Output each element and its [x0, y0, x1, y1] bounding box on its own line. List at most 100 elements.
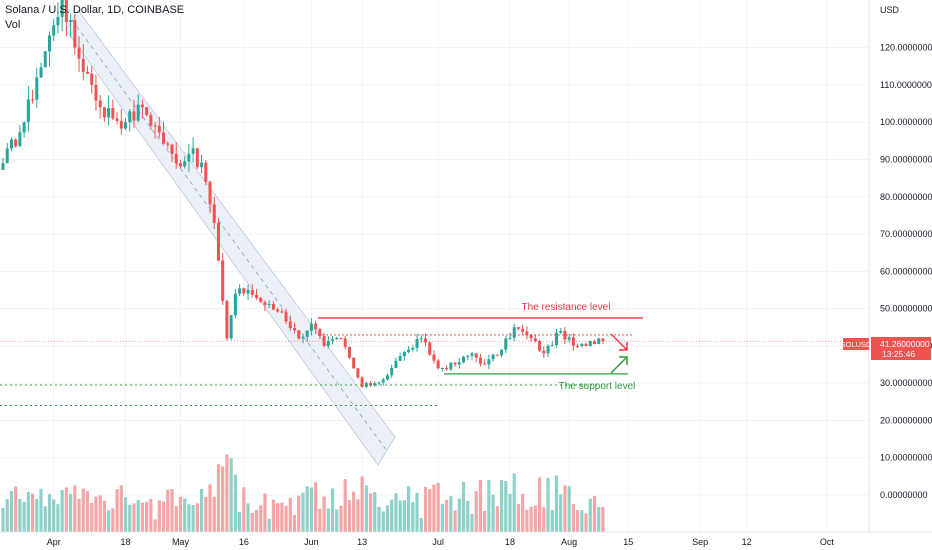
price-candles — [1, 0, 605, 389]
candle-body — [305, 330, 309, 337]
candle-body — [576, 345, 580, 347]
volume-bar — [263, 493, 267, 532]
volume-bar — [136, 500, 140, 532]
price-tag-bg — [871, 337, 931, 360]
candle-body — [436, 360, 440, 369]
volume-bar — [394, 493, 398, 532]
candle-body — [52, 25, 56, 36]
candle-body — [9, 139, 13, 149]
volume-bar — [318, 508, 322, 532]
candle-body — [288, 321, 292, 329]
y-tick-label: 20.00000000 — [880, 415, 932, 425]
volume-bar — [584, 513, 588, 532]
volume-bar — [398, 500, 402, 532]
candle-body — [491, 354, 495, 360]
volume-bar — [47, 494, 52, 532]
candle-body — [597, 338, 601, 345]
volume-bar — [39, 488, 43, 532]
candle-body — [407, 349, 411, 353]
candle-body — [542, 350, 546, 354]
candle-body — [550, 345, 554, 347]
volume-bar — [102, 500, 106, 532]
candle-body — [187, 153, 191, 162]
volume-bar — [60, 489, 64, 532]
volume-bar — [508, 493, 512, 532]
candle-body — [546, 345, 550, 354]
volume-bar — [390, 499, 394, 532]
candle-body — [445, 368, 449, 370]
candle-body — [478, 357, 482, 364]
volume-bar — [597, 507, 601, 532]
volume-bar — [153, 519, 157, 532]
volume-bar — [212, 496, 216, 532]
down-arrow-icon — [610, 333, 628, 351]
candle-body — [538, 340, 542, 351]
volume-bar — [470, 513, 474, 532]
candle-body — [153, 125, 157, 127]
volume-bar — [301, 492, 305, 532]
candle-body — [483, 363, 487, 365]
volume-bar — [592, 496, 597, 532]
candle-body — [424, 338, 427, 343]
candle-body — [466, 355, 470, 357]
candle-body — [18, 132, 22, 147]
volume-bar — [128, 504, 132, 532]
y-tick-label: 50.00000000 — [880, 304, 932, 314]
candle-body — [512, 327, 516, 338]
volume-bar — [149, 498, 153, 532]
candle-body — [246, 289, 250, 294]
y-tick-label: 60.00000000 — [880, 266, 932, 276]
candle-body — [56, 16, 60, 26]
volume-bar — [271, 499, 275, 532]
candle-body — [140, 104, 144, 108]
candle-body — [255, 294, 258, 298]
candle-body — [449, 362, 453, 370]
volume-bar — [14, 486, 18, 532]
volume-bar — [330, 488, 335, 532]
y-tick-label: 0.00000000 — [880, 490, 928, 500]
candle-body — [170, 144, 174, 155]
candle-body — [221, 260, 225, 302]
volume-bar — [73, 485, 77, 532]
candle-body — [115, 118, 119, 122]
volume-bar — [305, 486, 309, 532]
candle-body — [314, 323, 318, 330]
volume-bar — [225, 454, 229, 532]
candle-body — [242, 288, 246, 294]
x-tick-label: 16 — [239, 537, 249, 547]
volume-bar — [94, 496, 98, 532]
x-tick-label: Sep — [692, 537, 708, 547]
candle-body — [301, 336, 305, 339]
volume-bar — [204, 496, 208, 532]
candle-body — [504, 338, 508, 350]
volume-bar — [276, 503, 280, 532]
candle-body — [335, 337, 339, 340]
candle-body — [584, 343, 588, 346]
candle-body — [208, 181, 212, 205]
candle-body — [276, 309, 280, 312]
volume-bar — [491, 494, 495, 532]
volume-bar — [221, 466, 225, 532]
candle-body — [470, 353, 474, 356]
x-tick-label: Aug — [561, 537, 577, 547]
volume-bar — [423, 486, 428, 532]
candle-body — [533, 338, 537, 341]
price-tag: SOLUSD 41.26000000 13:25:46 — [841, 337, 931, 360]
volume-bar — [195, 503, 199, 532]
volume-bar — [326, 508, 330, 532]
x-tick-label: 18 — [505, 537, 515, 547]
candle-body — [136, 104, 140, 121]
volume-bar — [432, 484, 436, 532]
volume-bar — [187, 504, 191, 532]
candle-body — [453, 362, 457, 365]
y-tick-label: 70.00000000 — [880, 229, 932, 239]
volume-bar — [119, 485, 123, 532]
candle-body — [212, 204, 216, 223]
volume-bar — [233, 474, 237, 532]
candle-body — [195, 148, 199, 168]
candle-body — [200, 162, 204, 168]
volume-bar — [364, 485, 368, 532]
candle-body — [521, 328, 525, 332]
candle-body — [377, 382, 381, 384]
